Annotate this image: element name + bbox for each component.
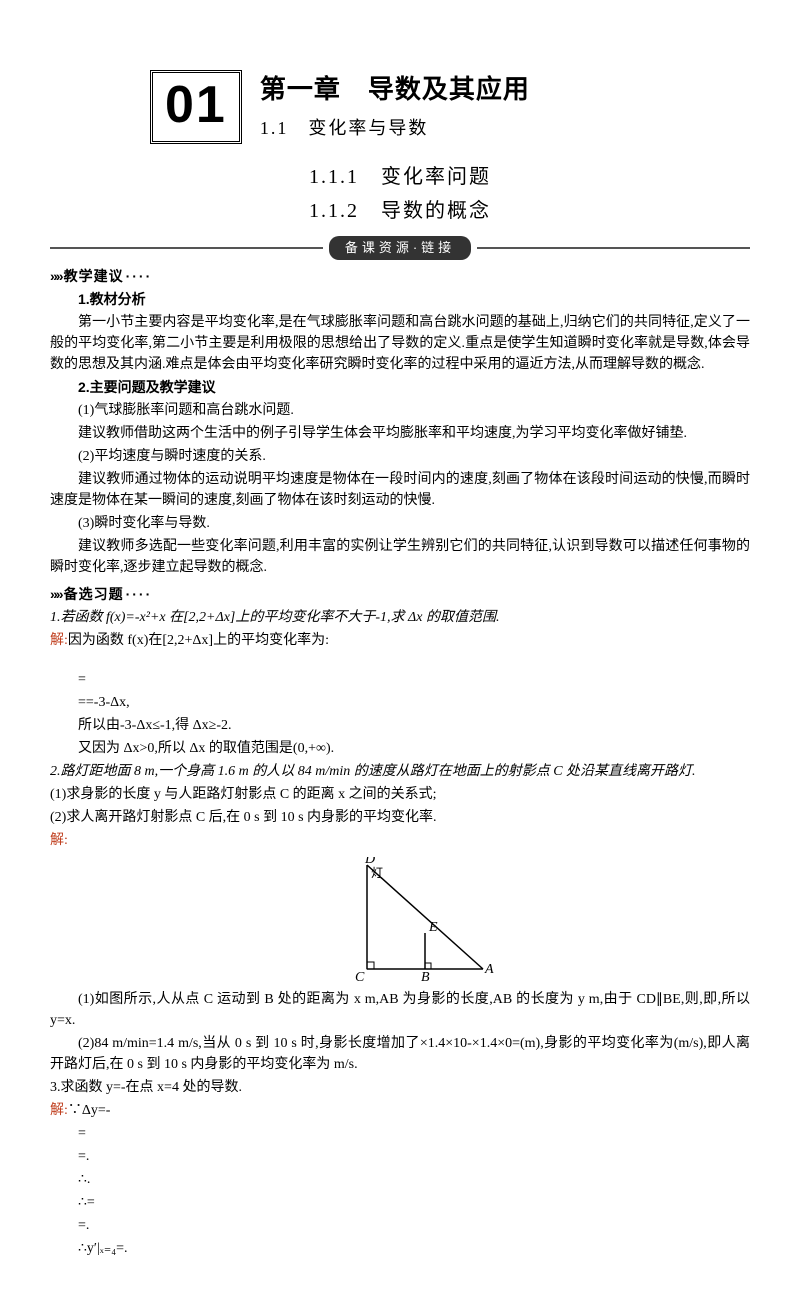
band-line-right	[477, 247, 750, 249]
chapter-header: 01 第一章 导数及其应用 1.1 变化率与导数	[150, 70, 750, 144]
q1-text: 1.若函数 f(x)=-x²+x 在[2,2+Δx]上的平均变化率不大于-1,求…	[50, 610, 499, 625]
q2-sol-line-2: (2)84 m/min=1.4 m/s,当从 0 s 到 10 s 时,身影长度…	[50, 1033, 750, 1075]
material-analysis-head: 1.教材分析	[50, 289, 750, 310]
q3-line-6: =.	[78, 1215, 750, 1236]
subsection-2: 1.1.2 导数的概念	[50, 196, 750, 226]
question-3: 3.求函数 y=-在点 x=4 处的导数.	[50, 1077, 750, 1098]
q3-line-2: =	[78, 1123, 750, 1144]
q1-solution: 解:因为函数 f(x)在[2,2+Δx]上的平均变化率为:	[50, 630, 750, 651]
band-line-left	[50, 247, 323, 249]
q3-line-5: ∴=	[78, 1192, 750, 1213]
solution-label: 解:	[50, 633, 68, 648]
svg-text:灯: 灯	[371, 866, 383, 880]
material-analysis-body: 第一小节主要内容是平均变化率,是在气球膨胀率问题和高台跳水问题的基础上,归纳它们…	[50, 312, 750, 375]
solution-label-2: 解:	[50, 833, 68, 848]
blank-space	[50, 653, 750, 667]
chapter-number: 01	[165, 79, 227, 131]
chapter-title: 第一章 导数及其应用	[260, 70, 530, 109]
subsection-1: 1.1.1 变化率问题	[50, 162, 750, 192]
q2-text: 2.路灯距地面 8 m,一个身高 1.6 m 的人以 84 m/min 的速度从…	[50, 764, 696, 779]
q3-line-4: ∴.	[78, 1169, 750, 1190]
chapter-number-box: 01	[150, 70, 242, 144]
svg-text:B: B	[421, 970, 430, 985]
resource-band: 备课资源·链接	[50, 236, 750, 260]
triangle-diagram: 灯D C B A E	[305, 857, 495, 987]
q3-solution: 解:∵Δy=-	[50, 1100, 750, 1121]
question-2b: (2)求人离开路灯射影点 C 后,在 0 s 到 10 s 内身影的平均变化率.	[50, 807, 750, 828]
q1-sol-line-4: 所以由-3-Δx≤-1,得 Δx≥-2.	[78, 715, 750, 736]
solution-label-3: 解:	[50, 1103, 68, 1118]
issues-head: 2.主要问题及教学建议	[50, 377, 750, 398]
q1-sol-line-2: =	[78, 669, 750, 690]
teaching-suggestion-head: 教学建议	[50, 266, 750, 287]
question-2a: (1)求身影的长度 y 与人距路灯射影点 C 的距离 x 之间的关系式;	[50, 784, 750, 805]
q1-sol-line-1: 因为函数 f(x)在[2,2+Δx]上的平均变化率为:	[68, 633, 329, 648]
q1-sol-line-3: ==-3-Δx,	[78, 692, 750, 713]
svg-text:A: A	[484, 962, 494, 977]
issue-1-body: 建议教师借助这两个生活中的例子引导学生体会平均膨胀率和平均速度,为学习平均变化率…	[50, 423, 750, 444]
q2-solution-label: 解:	[50, 830, 750, 851]
question-2: 2.路灯距地面 8 m,一个身高 1.6 m 的人以 84 m/min 的速度从…	[50, 761, 750, 782]
q3-line-3: =.	[78, 1146, 750, 1167]
issue-3-title: (3)瞬时变化率与导数.	[50, 513, 750, 534]
q3-line-1: ∵Δy=-	[68, 1103, 111, 1118]
chapter-title-group: 第一章 导数及其应用 1.1 变化率与导数	[260, 70, 530, 142]
issue-2-title: (2)平均速度与瞬时速度的关系.	[50, 446, 750, 467]
issue-2-body: 建议教师通过物体的运动说明平均速度是物体在一段时间内的速度,刻画了物体在该段时间…	[50, 469, 750, 511]
svg-text:C: C	[355, 970, 365, 985]
issue-3-body: 建议教师多选配一些变化率问题,利用丰富的实例让学生辨别它们的共同特征,认识到导数…	[50, 536, 750, 578]
svg-text:D: D	[364, 857, 375, 867]
optional-exercises-head: 备选习题	[50, 584, 750, 605]
q2-sol-line-1: (1)如图所示,人从点 C 运动到 B 处的距离为 x m,AB 为身影的长度,…	[50, 989, 750, 1031]
q1-sol-line-5: 又因为 Δx>0,所以 Δx 的取值范围是(0,+∞).	[78, 738, 750, 759]
q3-line-7: ∴y′|ₓ₌₄=.	[78, 1238, 750, 1259]
section-title: 1.1 变化率与导数	[260, 115, 530, 142]
svg-text:E: E	[428, 920, 438, 935]
question-1: 1.若函数 f(x)=-x²+x 在[2,2+Δx]上的平均变化率不大于-1,求…	[50, 607, 750, 628]
band-label: 备课资源·链接	[329, 236, 471, 260]
issue-1-title: (1)气球膨胀率问题和高台跳水问题.	[50, 400, 750, 421]
